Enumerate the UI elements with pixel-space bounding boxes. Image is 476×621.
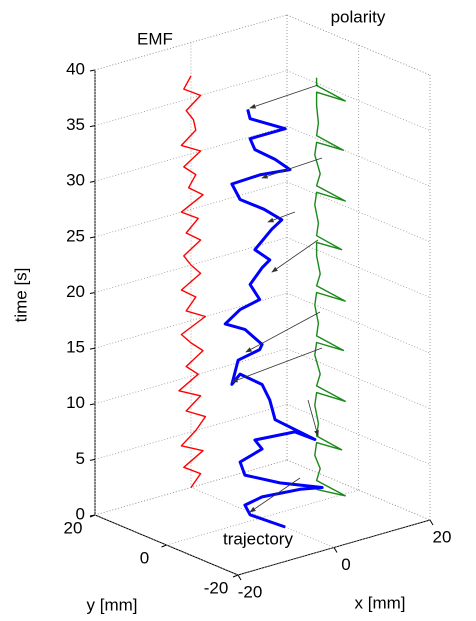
z-axis-label: time [s] [11,268,30,323]
grid-line [286,237,431,298]
plot-area [178,75,346,529]
x-axis-label: x [mm] [355,593,406,612]
tick-mark [89,403,96,406]
grid-line [286,181,431,243]
grid-line [286,70,431,131]
z-tick-label: 15 [66,338,85,357]
arrow [249,477,301,513]
grid-line [286,348,431,410]
z-tick-label: 20 [66,282,85,301]
series-label: trajectory [223,529,293,548]
x-tick-label: 0 [341,555,350,574]
grid-line [94,181,288,238]
y-tick-label: -20 [204,578,229,597]
z-tick-label: 0 [76,504,85,523]
grid-line [286,14,431,76]
grid [89,14,434,581]
grid-line [190,487,335,548]
tick-mark [89,69,96,72]
arrow [271,239,319,273]
z-tick-label: 35 [66,115,85,134]
tick-mark [89,514,96,518]
tick-mark [89,125,96,128]
arrow [267,211,296,223]
tick-mark [89,236,96,239]
z-tick-label: 25 [66,226,85,245]
tick-mark [232,574,239,578]
z-tick-label: 30 [66,171,85,190]
tick-mark [333,547,338,553]
annotation-arrows [231,84,323,513]
grid-line [94,292,288,349]
z-tick-label: 5 [76,449,85,468]
grid-line [166,489,359,546]
tick-mark [89,292,96,294]
grid-line [94,514,239,576]
tick-mark [89,458,96,461]
tick-mark [89,180,96,183]
y-tick-label: 20 [64,518,83,537]
tick-mark [89,347,96,350]
series-label: EMF [137,29,173,48]
x-tick-label: -20 [238,582,263,601]
z-tick-label: 40 [66,59,85,78]
tick-mark [161,544,167,548]
grid-line [286,459,431,521]
grid-line [94,403,288,460]
arrow [231,347,323,383]
tick-mark [237,574,242,581]
series-line [314,77,346,497]
series-line [178,75,207,488]
grid-line [94,70,288,127]
arrow [245,311,321,353]
tick-mark [429,519,434,526]
z-tick-label: 10 [66,393,85,412]
series-line [223,109,324,529]
series-label: polarity [331,7,386,26]
arrow [261,157,323,179]
y-tick-label: 0 [140,548,149,567]
x-tick-label: 20 [433,527,452,546]
grid-line [237,519,431,576]
arrow [249,84,319,109]
grid-line [286,292,431,354]
arrow [307,399,319,437]
y-axis-label: y [mm] [87,595,138,614]
grid-line [286,125,431,187]
grid-line [286,404,431,465]
